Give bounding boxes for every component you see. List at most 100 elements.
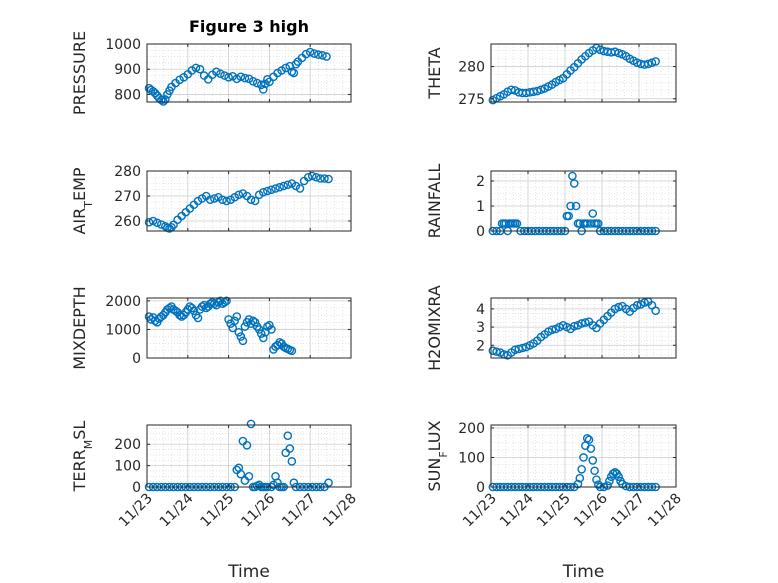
y-tick-label: 2 xyxy=(476,338,485,354)
data-point xyxy=(309,49,319,58)
axes-box xyxy=(490,424,677,488)
data-point xyxy=(573,479,583,489)
data-point xyxy=(590,466,599,476)
data-point xyxy=(588,209,598,218)
data-point xyxy=(236,469,246,479)
data-point xyxy=(248,77,258,86)
y-tick-label: 1 xyxy=(476,199,485,215)
data-point xyxy=(588,456,598,465)
x-tick-label: 11/28 xyxy=(645,491,685,531)
data-point xyxy=(614,48,623,58)
data-point xyxy=(605,476,614,486)
data-point xyxy=(150,88,160,98)
y-tick-label: 0 xyxy=(476,480,485,496)
y-tick-label: 280 xyxy=(114,164,141,180)
data-point xyxy=(318,51,327,60)
data-point xyxy=(234,190,244,200)
axes-box xyxy=(146,297,352,359)
data-point xyxy=(632,300,642,310)
data-point xyxy=(324,478,333,488)
y-tick-label: 800 xyxy=(114,87,141,103)
data-point xyxy=(246,195,256,205)
data-point xyxy=(575,473,585,483)
data-point xyxy=(564,211,574,221)
data-point xyxy=(301,49,311,59)
data-point xyxy=(212,67,221,77)
plot-area xyxy=(147,425,351,487)
data-point xyxy=(232,312,242,321)
panel-3: 260 270 280 AIRTEMP xyxy=(70,164,352,235)
data-point xyxy=(303,172,313,182)
x-tick-label: 11/25 xyxy=(534,491,574,531)
data-point xyxy=(643,59,653,69)
data-point xyxy=(647,58,657,67)
data-point xyxy=(261,79,270,89)
chart-title: Figure 3 high xyxy=(189,17,309,36)
data-point xyxy=(193,313,203,323)
data-point xyxy=(240,73,250,83)
panel-1: 800 900 1000 PRESSURE Figure 3 high xyxy=(70,17,352,115)
data-point xyxy=(220,71,229,80)
y-axis-label: RAINFALL xyxy=(425,164,444,239)
y-axis-label: MIXDEPTH xyxy=(70,286,89,369)
data-point xyxy=(195,64,205,74)
x-tick-label: 11/23 xyxy=(460,491,500,531)
axes-box xyxy=(146,424,352,488)
data-point xyxy=(230,316,240,326)
x-tick-label: 11/27 xyxy=(608,491,648,531)
data-point xyxy=(152,218,162,228)
panel-7: 0 100 200 11/23 11/24 11/25 11/26 11/27 11/28 TER… xyxy=(70,419,360,582)
data-point xyxy=(569,179,579,188)
data-point xyxy=(512,219,522,228)
data-point xyxy=(281,63,291,73)
data-point xyxy=(210,194,219,203)
x-tick-label: 11/28 xyxy=(320,491,360,531)
data-point xyxy=(569,321,579,331)
data-point xyxy=(275,182,284,192)
data-point xyxy=(144,217,154,227)
data-point xyxy=(603,481,612,490)
data-point xyxy=(246,419,256,429)
data-point xyxy=(610,47,620,57)
data-point xyxy=(312,172,321,182)
data-point xyxy=(267,325,276,334)
data-point xyxy=(285,444,295,453)
data-point xyxy=(258,85,268,94)
axes-box xyxy=(490,170,677,232)
data-point xyxy=(283,431,293,440)
data-point xyxy=(234,327,244,337)
data-point xyxy=(189,306,199,316)
data-point xyxy=(205,299,215,309)
panel-6: 2 3 4 H2OMIXRA xyxy=(425,285,677,371)
y-tick-label: 900 xyxy=(114,62,141,78)
y-tick-label: 2000 xyxy=(105,294,141,310)
data-point xyxy=(571,201,581,211)
data-point xyxy=(238,336,248,346)
x-axis-label: Time xyxy=(562,562,605,582)
y-tick-label: 100 xyxy=(458,450,485,466)
data-point xyxy=(614,472,623,481)
data-point xyxy=(252,78,262,88)
data-point xyxy=(250,196,260,206)
y-axis-label: TERRMSL xyxy=(70,421,95,493)
x-tick-label: 11/25 xyxy=(198,491,238,531)
data-point xyxy=(220,297,229,307)
y-tick-label: 1000 xyxy=(105,322,141,338)
x-tick-label: 11/23 xyxy=(116,491,156,531)
data-point xyxy=(222,196,231,206)
data-point xyxy=(248,316,258,326)
data-point xyxy=(320,174,329,183)
data-point xyxy=(507,85,516,95)
data-point xyxy=(295,184,305,193)
data-point xyxy=(532,86,542,96)
y-tick-label: 0 xyxy=(476,224,485,240)
data-point xyxy=(651,57,660,66)
data-point xyxy=(518,343,527,353)
data-point xyxy=(236,72,246,82)
data-point xyxy=(536,85,546,95)
x-axis-label: Time xyxy=(227,562,270,582)
data-point xyxy=(256,329,266,339)
data-point xyxy=(314,50,323,59)
data-point xyxy=(305,47,315,57)
